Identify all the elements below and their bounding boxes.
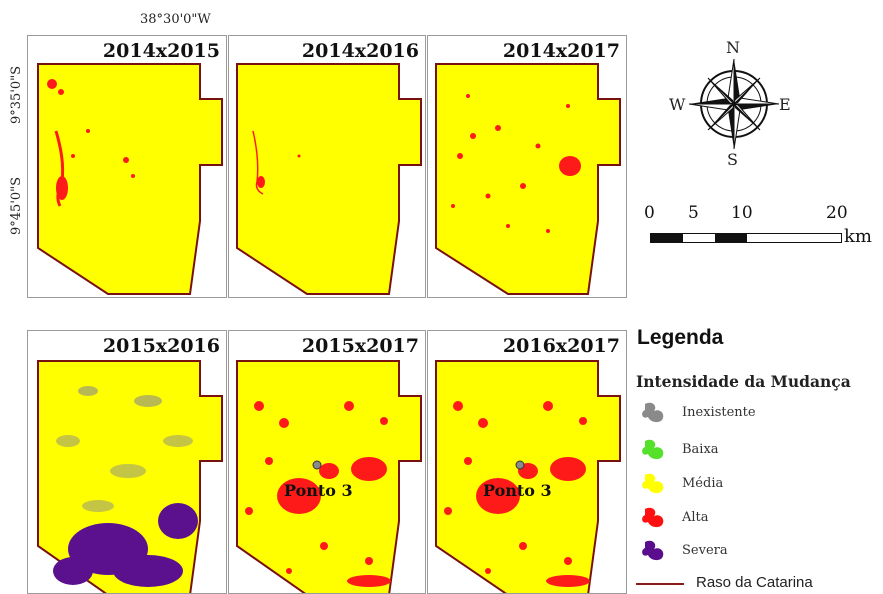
panel-title: 2014x2016 — [301, 40, 419, 62]
compass-n: N — [726, 38, 740, 57]
legend-boundary-line — [636, 583, 684, 585]
legend-subtitle: Intensidade da Mudança — [636, 372, 851, 391]
panel-title: 2015x2017 — [301, 335, 419, 357]
legend-swatch-icon — [642, 507, 664, 528]
panel-title: 2014x2017 — [502, 40, 620, 62]
map-2015x2017 — [236, 360, 422, 593]
map-2014x2017 — [435, 63, 621, 295]
panel-title: 2014x2015 — [102, 40, 220, 62]
compass-e: E — [779, 95, 791, 114]
compass-rose — [668, 40, 798, 170]
map-panel-2015x2016: 2015x2016 — [27, 330, 227, 594]
legend-swatch-icon — [642, 540, 664, 561]
legend-item-media: Média — [640, 470, 723, 496]
panel-title: 2015x2016 — [102, 335, 220, 357]
map-panel-2014x2016: 2014x2016 — [228, 35, 426, 298]
compass-w: W — [669, 95, 686, 114]
legend-label: Média — [682, 475, 724, 491]
compass-s: S — [727, 150, 738, 169]
scale-tick-20: 20 — [826, 203, 848, 223]
legend-swatch-icon — [642, 473, 664, 494]
legend-label: Baixa — [682, 441, 719, 457]
legend-label: Severa — [682, 542, 728, 558]
legend-boundary-label: Raso da Catarina — [696, 574, 813, 591]
map-2015x2016 — [37, 360, 223, 593]
compass-icon — [688, 58, 780, 150]
scale-bar — [650, 233, 842, 243]
legend-item-baixa: Baixa — [640, 436, 719, 462]
point-label: Ponto 3 — [483, 481, 552, 500]
longitude-label: 38°30'0"W — [140, 12, 211, 27]
point-label: Ponto 3 — [284, 481, 353, 500]
map-panel-2015x2017: 2015x2017 Ponto 3 — [228, 330, 426, 594]
map-2014x2015 — [37, 63, 223, 295]
legend-label: Alta — [682, 509, 709, 525]
scale-tick-0: 0 — [644, 203, 655, 223]
map-2014x2016 — [236, 63, 422, 295]
latitude-label-1: 9°35'0"S — [9, 65, 24, 124]
latitude-label-2: 9°45'0"S — [9, 176, 24, 235]
map-2016x2017 — [435, 360, 621, 593]
scale-unit: km — [844, 226, 872, 247]
legend-item-alta: Alta — [640, 504, 709, 530]
legend-swatch-icon — [642, 402, 664, 423]
scale-tick-10: 10 — [731, 203, 753, 223]
legend-title: Legenda — [637, 326, 724, 349]
legend-label: Inexistente — [682, 404, 756, 420]
legend-swatch-icon — [642, 439, 664, 460]
panel-title: 2016x2017 — [502, 335, 620, 357]
map-panel-2014x2017: 2014x2017 — [427, 35, 627, 298]
map-panel-2016x2017: 2016x2017 Ponto 3 — [427, 330, 627, 594]
map-panel-2014x2015: 2014x2015 — [27, 35, 227, 298]
legend-item-severa: Severa — [640, 537, 728, 563]
scale-tick-5: 5 — [688, 203, 699, 223]
legend-item-inexistente: Inexistente — [640, 399, 756, 425]
